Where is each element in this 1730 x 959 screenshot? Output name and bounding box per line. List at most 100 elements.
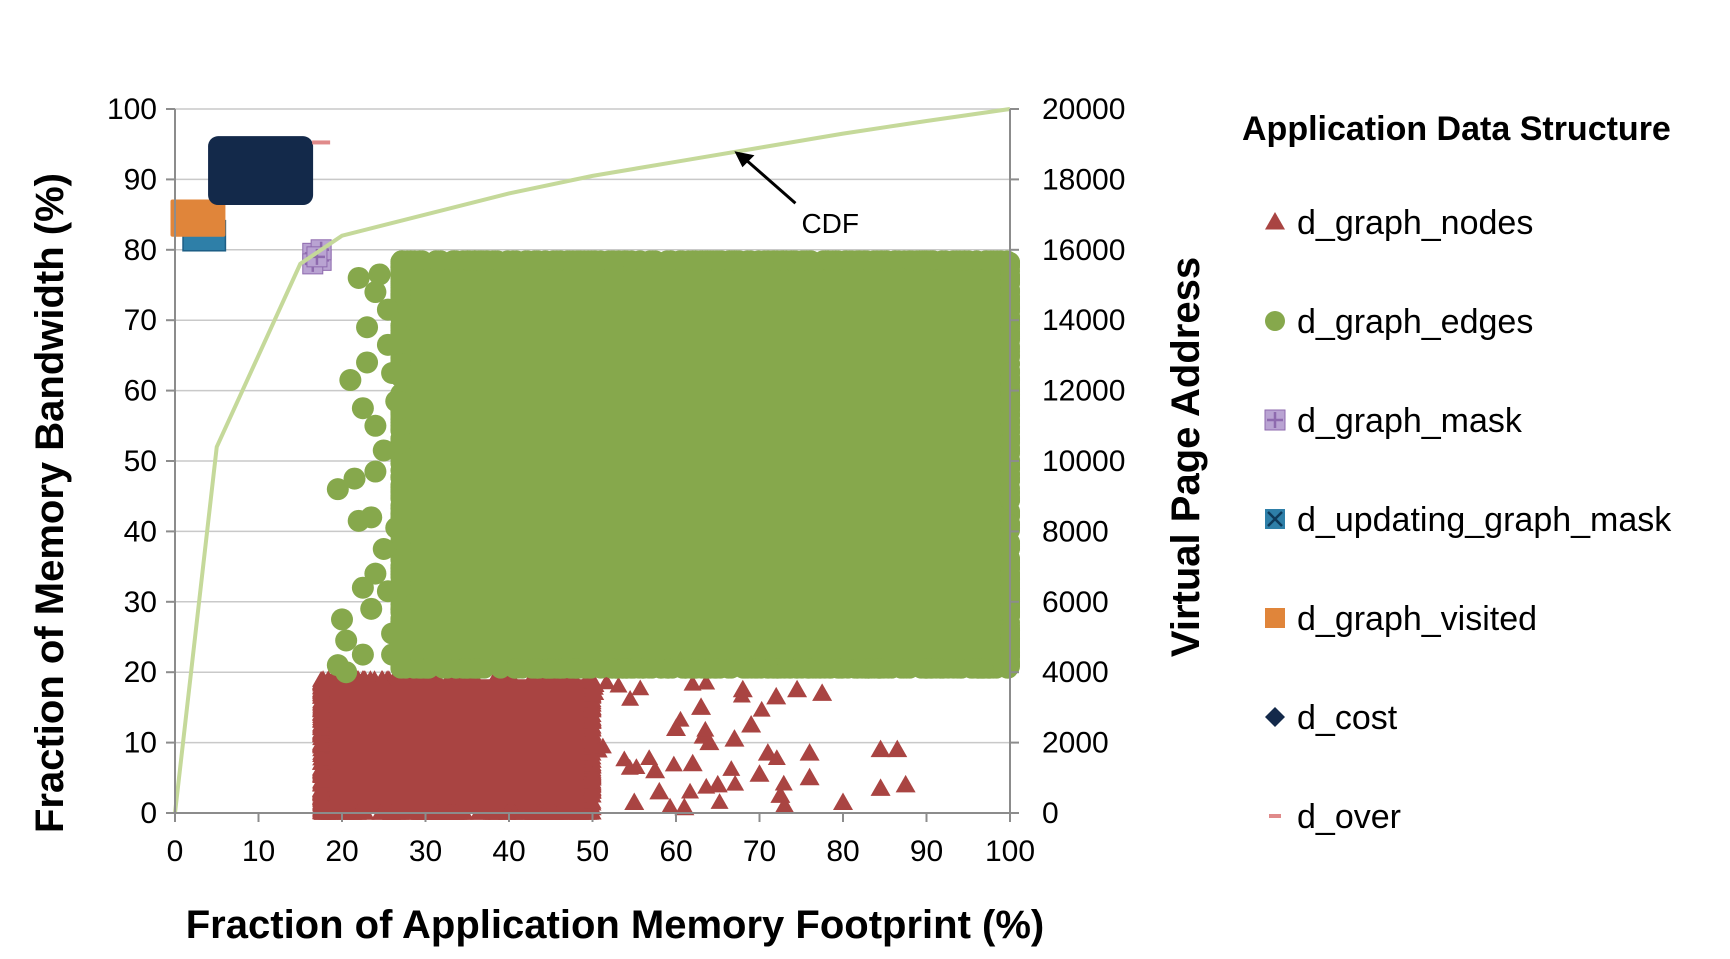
data-point [666, 718, 686, 737]
data-point [347, 266, 370, 289]
data-point [749, 764, 770, 782]
legend-label: d_cost [1297, 699, 1398, 737]
data-cluster [400, 260, 1010, 669]
data-point [631, 679, 650, 696]
data-point [364, 281, 387, 304]
data-point [560, 658, 581, 679]
data-point [657, 250, 678, 271]
data-point [884, 250, 905, 271]
legend-marker-d_cost [1265, 707, 1285, 727]
y2-tick-label: 18000 [1042, 163, 1125, 196]
data-point [554, 804, 573, 820]
data-point [724, 729, 745, 747]
legend-marker-d_updating_graph_mask [1265, 509, 1285, 529]
data-point [390, 460, 411, 481]
plot-area [170, 136, 1020, 820]
data-point [390, 256, 411, 277]
data-point [887, 739, 908, 758]
data-point [515, 250, 536, 271]
data-cluster [170, 199, 226, 237]
data-point [348, 670, 367, 686]
data-point [312, 678, 331, 695]
series-d_graph_edges [326, 250, 1020, 684]
y-axis-title: Fraction of Memory Bandwidth (%) [28, 173, 72, 833]
legend-label: d_graph_visited [1297, 600, 1537, 638]
x-tick-label: 70 [743, 835, 776, 868]
data-point [696, 720, 715, 737]
data-point [351, 576, 374, 599]
plot-frame [166, 108, 1019, 822]
data-point [726, 774, 745, 791]
data-point [664, 755, 683, 772]
data-point [418, 658, 439, 679]
data-point [585, 250, 606, 271]
legend-marker-d_updating_graph_mask-x [1267, 511, 1283, 527]
legend-item-d_graph_nodes: d_graph_nodes [1265, 204, 1533, 242]
data-point [916, 250, 937, 271]
data-point [799, 767, 820, 786]
data-point [774, 774, 793, 791]
y2-tick-label: 14000 [1042, 304, 1125, 337]
data-point [312, 761, 331, 778]
data-point [372, 439, 395, 462]
y2-tick-label: 8000 [1042, 515, 1109, 548]
data-point [930, 658, 951, 679]
legend-item-d_graph_mask: d_graph_mask [1264, 402, 1523, 440]
y-tick-label: 0 [140, 797, 157, 830]
data-point [683, 658, 704, 679]
legend-label: d_graph_nodes [1297, 204, 1533, 242]
data-point [973, 658, 994, 679]
data-point [386, 804, 405, 820]
data-point [527, 658, 548, 679]
data-point [312, 799, 331, 816]
data-point [472, 804, 491, 820]
y2-tick-label: 10000 [1042, 445, 1125, 478]
data-point [490, 658, 511, 679]
data-point [381, 622, 404, 645]
data-point [710, 793, 729, 809]
annotation-label: CDF [801, 208, 859, 239]
data-point [699, 732, 720, 751]
data-point [681, 782, 700, 799]
data-point [456, 658, 477, 679]
data-point [468, 250, 489, 271]
data-point [351, 397, 374, 420]
data-point [621, 690, 640, 706]
legend-title: Application Data Structure [1242, 110, 1671, 148]
series-d_over [312, 140, 331, 145]
y2-tick-label: 12000 [1042, 375, 1125, 408]
x-tick-label: 100 [985, 835, 1035, 868]
data-point [640, 749, 659, 765]
y-tick-label: 30 [124, 586, 157, 619]
data-point [774, 795, 795, 814]
data-point [645, 760, 666, 779]
y-tick-label: 90 [124, 163, 157, 196]
data-point [735, 658, 756, 679]
cdf-line-group [173, 107, 1011, 814]
data-point [741, 715, 762, 733]
data-point [954, 250, 975, 271]
legend-label: d_updating_graph_mask [1297, 501, 1672, 539]
data-point [356, 316, 379, 339]
data-point [597, 673, 616, 690]
data-point [343, 467, 366, 490]
data-point [504, 658, 525, 679]
x-axis-title: Fraction of Application Memory Footprint… [186, 903, 1044, 947]
data-point [583, 792, 602, 809]
legend-item-d_graph_visited: d_graph_visited [1265, 600, 1537, 638]
legend-item-d_updating_graph_mask: d_updating_graph_mask [1265, 501, 1672, 539]
legend-label: d_graph_mask [1297, 402, 1523, 440]
legend: Application Data Structure d_graph_nodes… [1242, 110, 1672, 836]
y2-axis-title: Virtual Page Address [1164, 257, 1208, 657]
data-point [900, 250, 921, 271]
data-point [312, 772, 331, 788]
data-point [757, 743, 778, 761]
data-point [385, 516, 408, 539]
y2-tick-label: 16000 [1042, 234, 1125, 267]
data-point [833, 792, 853, 810]
data-point [376, 298, 399, 321]
data-point [870, 778, 891, 796]
data-point [368, 263, 391, 286]
data-point [390, 271, 411, 292]
